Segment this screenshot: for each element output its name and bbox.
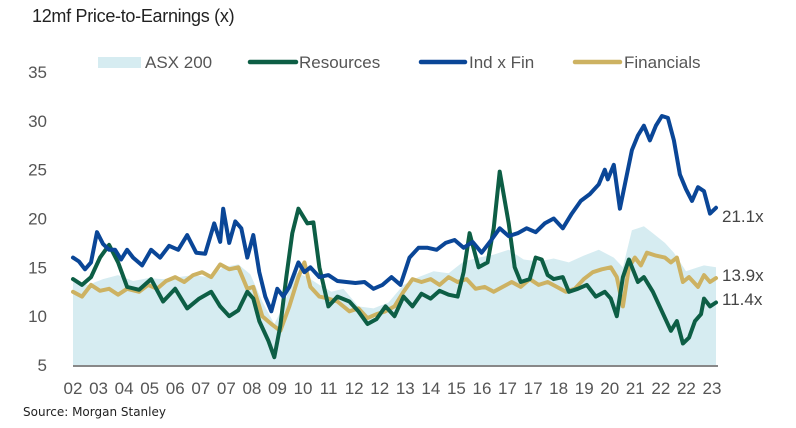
legend-label: Resources [299,53,380,72]
legend-item-asx200: ASX 200 [98,53,212,72]
x-tick-label: 12 [370,379,389,398]
y-tick-label: 5 [38,356,47,375]
x-tick-label: 17 [498,379,517,398]
y-tick-label: 15 [28,258,47,277]
legend-item-financials: Financials [572,53,701,72]
x-tick-label: 02 [64,379,83,398]
series-line-resources [71,169,718,360]
x-tick-label: 05 [140,379,159,398]
x-tick-label: 13 [396,379,415,398]
legend-label: ASX 200 [145,53,212,72]
end-label-ind_x_fin: 21.1x [722,207,764,226]
series-line-ind_x_fin [71,114,718,314]
x-tick-label: 10 [294,379,313,398]
series-area-asx200 [73,226,716,365]
x-tick-label: 15 [447,379,466,398]
x-tick-label: 19 [575,379,594,398]
x-tick-label: 22 [677,379,696,398]
y-axis-ticks: 5 10 15 20 25 30 35 [28,63,47,375]
legend-item-resources: Resources [247,53,380,72]
end-label-financials: 13.9x [722,266,764,285]
y-tick-label: 35 [28,63,47,82]
y-tick-label: 25 [28,161,47,180]
y-tick-label: 10 [28,307,47,326]
x-tick-label: 14 [421,379,440,398]
x-tick-label: 18 [549,379,568,398]
chart-title: 12mf Price-to-Earnings (x) [32,6,235,26]
x-tick-label: 11 [320,379,338,398]
x-tick-label: 07 [191,379,210,398]
source-note: Source: Morgan Stanley [23,405,166,419]
area-layer [73,226,716,365]
x-tick-label: 16 [472,379,491,398]
x-axis-ticks: 02 03 04 05 06 07 07 08 09 10 11 12 12 13 14 15 16 17 17 18… [64,379,722,398]
x-tick-label: 08 [242,379,261,398]
y-tick-label: 20 [28,210,47,229]
legend-label: Ind x Fin [469,53,534,72]
x-tick-label: 20 [600,379,619,398]
x-tick-label: 03 [89,379,108,398]
x-tick-label: 22 [651,379,670,398]
x-tick-label: 12 [345,379,364,398]
legend-label: Financials [624,53,701,72]
end-label-resources: 11.4x [722,290,763,309]
legend: ASX 200 Resources Ind x Fin Financials [98,53,701,72]
y-tick-label: 30 [28,112,47,131]
x-tick-label: 23 [703,379,722,398]
x-tick-label: 04 [115,379,134,398]
x-tick-label: 17 [524,379,543,398]
x-tick-label: 09 [268,379,287,398]
legend-swatch [98,57,141,68]
x-tick-label: 21 [626,379,645,398]
end-labels: 21.1x 13.9x 11.4x [722,207,764,309]
x-tick-label: 07 [217,379,236,398]
lines-layer [71,114,718,360]
x-tick-label: 06 [166,379,185,398]
legend-item-ind_x_fin: Ind x Fin [418,53,534,72]
